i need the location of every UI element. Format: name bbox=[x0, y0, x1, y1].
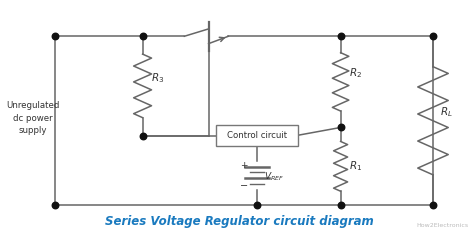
Point bbox=[429, 34, 437, 38]
Text: Control circuit: Control circuit bbox=[227, 131, 287, 140]
Text: +: + bbox=[240, 161, 248, 170]
Point bbox=[51, 34, 58, 38]
Text: $R_2$: $R_2$ bbox=[348, 67, 362, 80]
Point bbox=[253, 204, 261, 207]
FancyBboxPatch shape bbox=[216, 125, 298, 146]
Text: $R_3$: $R_3$ bbox=[151, 71, 164, 85]
Text: $R_L$: $R_L$ bbox=[439, 105, 452, 119]
Point bbox=[337, 34, 345, 38]
Text: $R_1$: $R_1$ bbox=[348, 159, 362, 173]
Text: Series Voltage Regulator circuit diagram: Series Voltage Regulator circuit diagram bbox=[105, 215, 374, 228]
Point bbox=[337, 204, 345, 207]
Point bbox=[429, 204, 437, 207]
Point bbox=[139, 134, 146, 137]
Text: $V_{REF}$: $V_{REF}$ bbox=[264, 171, 284, 183]
Point bbox=[51, 204, 58, 207]
Text: −: − bbox=[240, 181, 248, 191]
Point bbox=[337, 126, 345, 129]
Text: How2Electronics: How2Electronics bbox=[416, 223, 468, 228]
Point bbox=[139, 34, 146, 38]
Text: Unregulated
dc power
supply: Unregulated dc power supply bbox=[6, 101, 59, 135]
